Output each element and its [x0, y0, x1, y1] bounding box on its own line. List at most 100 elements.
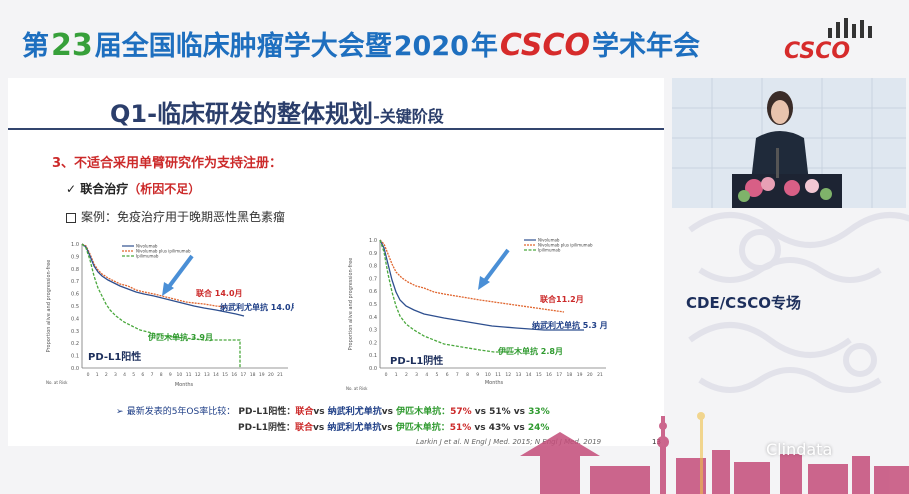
session-caption: CDE/CSCO专场: [686, 294, 802, 312]
os-row2-vs2: vs: [381, 423, 396, 433]
right-x-tick-label: 20: [587, 372, 593, 378]
os-lead: 最新发表的5年OS率比较：: [126, 407, 236, 417]
os-row2-combo: 联合: [294, 423, 313, 433]
left-x-tick-label: 13: [204, 372, 210, 378]
right-y-tick-label: 0.4: [369, 315, 377, 321]
os-row2-combo-rate: 51%: [449, 423, 472, 433]
left-curve-ipi: [81, 243, 241, 368]
os-row-2: PD-L1阴性：联合vs 纳武利尤单抗vs 伊匹木单抗：51% vs 43% v…: [238, 420, 549, 433]
right-ann-combo: 联合11.2月: [540, 294, 584, 304]
left-x-tick-label: 8: [160, 372, 163, 378]
city-skyline: [520, 412, 909, 494]
right-arrow: [482, 248, 510, 284]
right-y-tick-label: 0.5: [369, 302, 377, 308]
left-x-tick-label: 18: [250, 372, 256, 378]
case-item: 案例：免疫治疗用于晚期恶性黑色素瘤: [66, 208, 285, 225]
csco-logo-text: CSCO: [784, 39, 850, 64]
right-x-tick-label: 9: [476, 372, 479, 378]
left-x-tick-label: 5: [132, 372, 135, 378]
left-y-tick-label: 0.6: [71, 292, 79, 298]
check-icon: ✓: [66, 182, 81, 196]
left-x-tick-label: 4: [123, 372, 126, 378]
right-x-tick-label: 14: [526, 372, 532, 378]
right-x-tick-label: 15: [536, 372, 542, 378]
banner-part-5: 年: [470, 31, 498, 62]
speaker-video-image: [672, 78, 906, 208]
left-x-tick-label: 17: [241, 372, 247, 378]
left-ann-combo: 联合 14.0月: [196, 288, 243, 298]
right-y-tick-label: 0.8: [369, 264, 377, 270]
csco-logo: CSCO: [784, 18, 872, 64]
right-x-tick-label: 2: [405, 372, 408, 378]
right-x-tick-label: 17: [556, 372, 562, 378]
left-y-tick-label: 0.8: [71, 267, 79, 273]
banner-part-1: 第: [22, 31, 49, 62]
right-x-tick-label: 18: [567, 372, 573, 378]
banner-part-4: 2020: [393, 31, 469, 62]
slide-title-main: Q1-临床研发的整体规划: [110, 100, 374, 128]
right-y-tick-label: 0.9: [369, 251, 377, 257]
right-x-tick-label: 10: [485, 372, 491, 378]
check-note: （析因不足）: [128, 182, 201, 196]
banner-part-6: CSCO: [499, 28, 590, 63]
right-x-tick-label: 12: [505, 372, 511, 378]
conference-banner: 第 23 届全国临床肿瘤学大会暨 2020 年 CSCO 学术年会: [22, 24, 700, 64]
slide-title: Q1-临床研发的整体规划-关键阶段: [110, 94, 444, 129]
right-x-tick-label: 0: [385, 372, 388, 378]
slide-title-sub: -关键阶段: [373, 107, 444, 126]
left-y-tick-label: 0.4: [71, 316, 79, 322]
left-legend-3: Ipilimumab: [136, 254, 159, 259]
left-x-tick-label: 21: [277, 372, 283, 378]
left-y-tick-label: 0.7: [71, 279, 79, 285]
right-y-tick-label: 0.7: [369, 276, 377, 282]
right-legend-1: Nivolumab: [538, 238, 560, 243]
os-row2-group: PD-L1阴性：: [238, 423, 295, 433]
os-bullet-icon: ➢: [116, 407, 124, 417]
os-row2-ipi-rate: 24%: [527, 423, 550, 433]
os-row1-nivo: 纳武利尤单抗: [327, 407, 382, 417]
right-curve-nivo: [379, 239, 584, 331]
right-y-tick-label: 0.0: [369, 366, 377, 372]
left-y-tick-label: 0.2: [71, 341, 79, 347]
left-ylabel: Proportion alive and progression-free: [46, 260, 52, 353]
left-x-tick-label: 1: [96, 372, 99, 378]
left-y-tick-label: 0.1: [71, 354, 79, 360]
right-x-tick-label: 6: [446, 372, 449, 378]
right-y-tick-label: 1.0: [369, 238, 377, 244]
right-risk-label: No. at Risk: [346, 386, 368, 391]
right-x-tick-label: 1: [395, 372, 398, 378]
case-text: 案例：免疫治疗用于晚期恶性黑色素瘤: [81, 210, 286, 224]
check-item: ✓ 联合治疗（析因不足）: [66, 180, 200, 197]
right-legend-2: Nivolumab plus ipilimumab: [538, 243, 593, 248]
right-curve-ipi: [379, 239, 514, 353]
left-x-tick-label: 15: [222, 372, 228, 378]
left-y-tick-label: 0.9: [71, 254, 79, 260]
right-legend-3: Ipilimumab: [538, 248, 561, 253]
right-x-tick-label: 11: [495, 372, 501, 378]
banner-part-3: 届全国临床肿瘤学大会暨: [94, 31, 392, 62]
right-x-tick-label: 16: [546, 372, 552, 378]
left-x-tick-label: 14: [213, 372, 219, 378]
left-ann-nivo: 纳武利尤单抗 14.0月: [220, 302, 294, 312]
left-x-tick-label: 3: [114, 372, 117, 378]
left-x-tick-label: 12: [195, 372, 201, 378]
os-row1-combo-rate: 57%: [450, 407, 472, 417]
left-y-tick-label: 0.0: [71, 366, 79, 372]
left-x-tick-label: 6: [141, 372, 144, 378]
os-row1-group: PD-L1阳性：: [238, 407, 296, 417]
os-row-1: ➢ 最新发表的5年OS率比较： PD-L1阳性：联合vs 纳武利尤单抗vs 伊匹…: [116, 404, 550, 417]
left-x-tick-label: 20: [268, 372, 274, 378]
right-x-tick-label: 19: [577, 372, 583, 378]
left-x-tick-label: 7: [151, 372, 154, 378]
check-label: 联合治疗: [80, 182, 129, 196]
left-x-tick-label: 11: [186, 372, 192, 378]
right-x-tick-label: 13: [516, 372, 522, 378]
slide-page-number: 13: [652, 438, 661, 446]
reference-citation: Larkin J et al. N Engl J Med. 2015; N En…: [416, 438, 602, 446]
left-legend-1: Nivolumab: [136, 244, 158, 249]
left-x-tick-label: 9: [169, 372, 172, 378]
os-row1-vs1: vs: [313, 407, 328, 417]
speaker-video: [672, 78, 906, 208]
left-y-tick-label: 0.3: [71, 329, 79, 335]
